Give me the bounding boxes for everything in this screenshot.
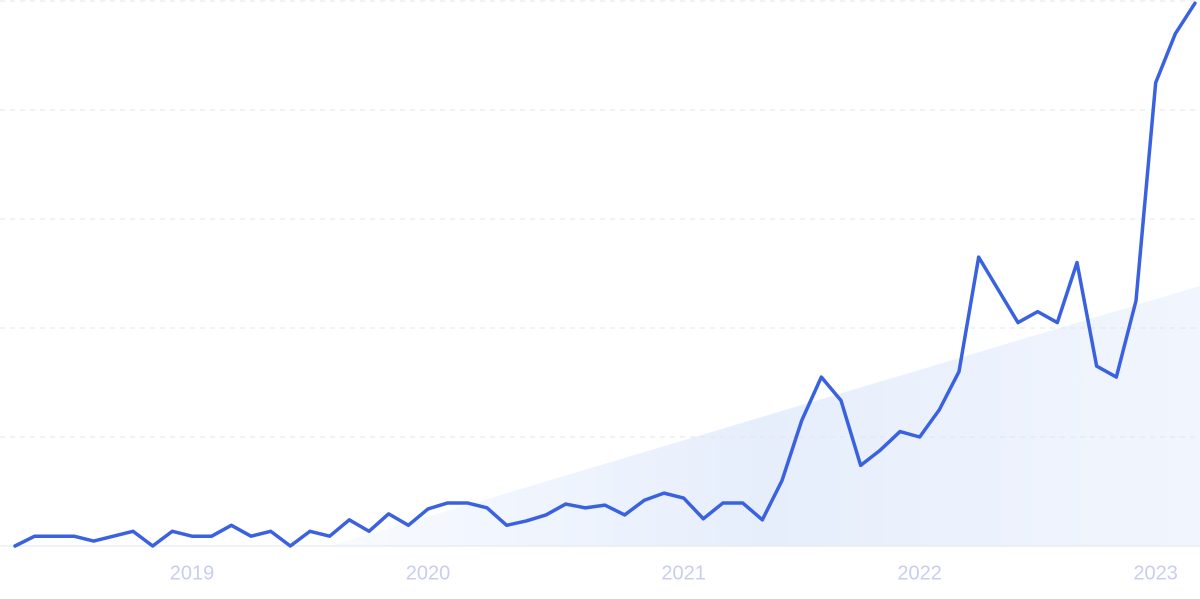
trend-area [330, 286, 1200, 546]
trend-line [13, 1, 1197, 548]
x-tick-label: 2023 [1133, 562, 1178, 584]
x-tick-label: 2021 [661, 562, 706, 584]
x-tick-label: 2019 [170, 562, 215, 584]
x-tick-label: 2022 [897, 562, 942, 584]
x-tick-label: 2020 [406, 562, 451, 584]
